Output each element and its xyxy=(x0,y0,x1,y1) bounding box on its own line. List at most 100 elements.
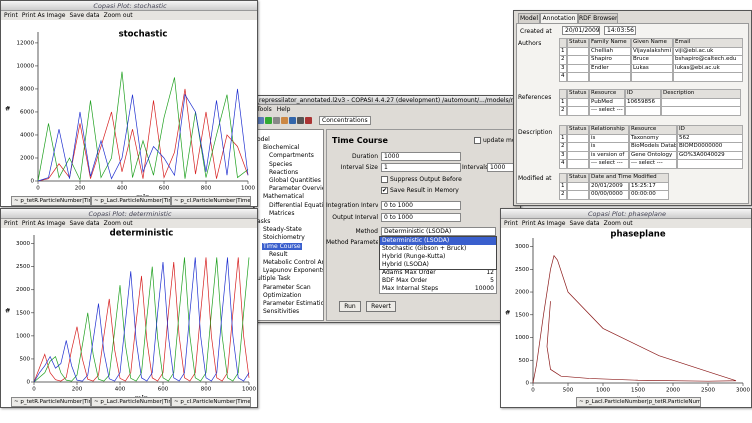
tree-item[interactable]: Global Quantities xyxy=(269,177,321,184)
parameter-value: 10000 xyxy=(474,285,494,292)
input-field[interactable]: 1000 xyxy=(381,152,461,161)
field-label: Integration Interval xyxy=(326,202,378,209)
toolbar-icon[interactable] xyxy=(297,117,304,124)
plot-title: deterministic xyxy=(110,229,174,239)
toolbar-icon[interactable] xyxy=(305,117,312,124)
label: Save Result in Memory xyxy=(390,187,459,194)
input-field[interactable]: 0 to 1000 xyxy=(381,213,461,222)
method-combo[interactable]: Deterministic (LSODA) xyxy=(381,227,496,236)
legend-entry[interactable]: ~ p_cI.ParticleNumber|Time xyxy=(171,196,251,206)
window-title: Copasi Plot: phaseplane xyxy=(501,209,751,219)
label: Created at xyxy=(520,28,552,35)
table-cell[interactable]: 00:00:00 xyxy=(629,190,669,200)
tree-item[interactable]: asks xyxy=(257,218,271,225)
x-axis-label: # xyxy=(635,395,640,398)
tree-item[interactable]: Steady-State xyxy=(263,226,302,234)
y-tick-label: 10000 xyxy=(17,63,35,69)
row-number[interactable]: 4 xyxy=(559,72,567,82)
legend-entry[interactable]: ~ p_LacI.ParticleNumber|p_tetR.ParticleN… xyxy=(576,397,701,407)
toolbar-icon[interactable] xyxy=(289,117,296,124)
menu-item[interactable]: Print xyxy=(4,220,18,227)
input-field[interactable]: 20/01/2009 xyxy=(562,26,600,35)
legend-entry[interactable]: ~ p_cI.ParticleNumber|Time xyxy=(171,397,251,407)
input-field[interactable]: 0 to 1000 xyxy=(381,201,461,210)
dropdown-option[interactable]: Hybrid (Runge-Kutta) xyxy=(382,253,446,260)
legend-entry[interactable]: ~ p_tetR.ParticleNumber|Time xyxy=(11,397,91,407)
tree-item[interactable]: Biochemical xyxy=(263,144,300,152)
tab[interactable]: RDF Browser xyxy=(578,13,618,23)
tree-item[interactable]: Metabolic Control Analy xyxy=(263,259,323,266)
menu-item[interactable]: Zoom out xyxy=(103,220,133,227)
menu-item[interactable]: Save data xyxy=(69,12,100,19)
toolbar-icon[interactable] xyxy=(281,117,288,124)
y-tick-label: 4000 xyxy=(20,132,34,138)
dropdown-option[interactable]: Stochastic (Gibson + Bruck) xyxy=(382,245,467,252)
y-tick-label: 0 xyxy=(526,381,530,387)
tree-item[interactable]: ultiple Task xyxy=(257,275,291,283)
tree-item[interactable]: Parameter Overview xyxy=(269,185,323,193)
table-cell[interactable]: 00/00/0000 xyxy=(589,190,629,200)
dropdown-option[interactable]: Deterministic (LSODA) xyxy=(380,237,496,245)
legend-entry[interactable]: ~ p_tetR.ParticleNumber|Time xyxy=(11,196,91,206)
legend-entry[interactable]: ~ p_LacI.ParticleNumber|Time xyxy=(91,196,171,206)
main-window: _repressilator_annotated.l2v3 - COPASI 4… xyxy=(253,95,521,323)
menu-item[interactable]: Save data xyxy=(569,220,600,227)
button[interactable]: Run xyxy=(339,301,361,312)
series-line xyxy=(37,88,249,182)
toolbar-icon[interactable] xyxy=(265,117,272,124)
dropdown-option[interactable]: Hybrid (LSODA) xyxy=(382,261,429,268)
toolbar-icon[interactable] xyxy=(273,117,280,124)
button[interactable]: Revert xyxy=(366,301,396,312)
x-tick-label: 1500 xyxy=(631,388,645,394)
stochastic-plot-window: Copasi Plot: stochastic Print Print As Ima… xyxy=(0,0,258,207)
view-combo[interactable]: Concentrations xyxy=(319,116,371,125)
tree-item[interactable]: Parameter Estimation xyxy=(263,300,324,307)
table-cell[interactable]: --- select --- xyxy=(589,106,625,116)
tree-item[interactable]: Optimization xyxy=(263,291,302,299)
input-field[interactable]: 14:03:56 xyxy=(604,26,636,35)
tree-item[interactable]: odel xyxy=(257,136,270,143)
window-title: Copasi Plot: stochastic xyxy=(1,1,257,11)
menu-item[interactable]: Print xyxy=(504,220,518,227)
tree-item[interactable]: Sensitivities xyxy=(263,308,300,316)
menu-item[interactable]: Print As Image xyxy=(21,220,66,227)
checkbox[interactable]: ✔ xyxy=(381,187,388,194)
x-tick-label: 800 xyxy=(201,387,212,393)
table-cell xyxy=(631,72,673,82)
menu-item[interactable]: Zoom out xyxy=(103,12,133,19)
menu-item[interactable]: Help xyxy=(276,106,291,113)
task-panel xyxy=(326,129,520,321)
menu-item[interactable]: Save data xyxy=(69,220,100,227)
tree-item[interactable]: Lyapunov Exponents xyxy=(263,267,324,275)
checkbox[interactable] xyxy=(381,176,388,183)
table-cell xyxy=(677,159,743,169)
tree-item[interactable]: Time Course xyxy=(262,242,302,250)
tree-item[interactable]: Matrices xyxy=(269,209,295,217)
table-cell[interactable]: --- select --- xyxy=(629,159,677,169)
menu-item[interactable]: Zoom out xyxy=(603,220,633,227)
tree-item[interactable]: Result xyxy=(269,250,288,258)
x-tick-label: 600 xyxy=(158,387,169,393)
row-number[interactable]: 2 xyxy=(559,106,567,116)
row-number[interactable]: 4 xyxy=(559,159,567,169)
tab[interactable]: Annotation xyxy=(540,13,578,23)
menu-item[interactable]: Print As Image xyxy=(521,220,566,227)
input-field[interactable]: 1 xyxy=(381,163,461,172)
tree-item[interactable]: Mathematical xyxy=(263,193,304,201)
tree-item[interactable]: Compartments xyxy=(269,152,314,160)
table-cell[interactable]: --- select --- xyxy=(589,159,629,169)
tree-item[interactable]: Parameter Scan xyxy=(263,283,311,291)
row-number[interactable]: 2 xyxy=(559,190,567,200)
menu-item[interactable]: Print As Image xyxy=(21,12,66,19)
tree-item[interactable]: Differential Equations xyxy=(269,201,324,209)
tab[interactable]: Model xyxy=(518,13,540,23)
menu-item[interactable]: Tools xyxy=(257,106,272,113)
checkbox[interactable] xyxy=(474,137,481,144)
menu-bar: Tools Help xyxy=(254,105,520,114)
tree-item[interactable]: Stoichiometry xyxy=(263,234,305,242)
menu-item[interactable]: Print xyxy=(4,12,18,19)
legend-entry[interactable]: ~ p_LacI.ParticleNumber|Time xyxy=(91,397,171,407)
toolbar-icon[interactable] xyxy=(257,117,264,124)
tree-item[interactable]: Species xyxy=(269,160,293,168)
tree-item[interactable]: Reactions xyxy=(269,168,299,176)
